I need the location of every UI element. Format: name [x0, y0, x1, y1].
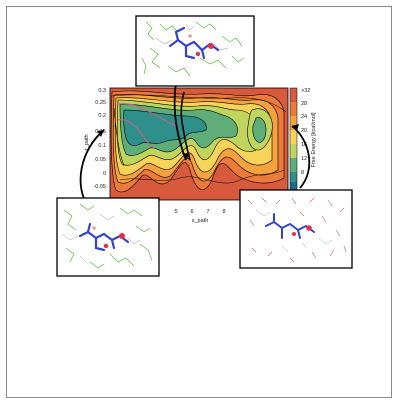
colorbar-tick-label: 16 [301, 142, 307, 148]
colorbar-swatch [290, 116, 297, 130]
colorbar-tick-label: 24 [301, 114, 307, 120]
colorbar-swatch [290, 172, 297, 182]
arrowhead [292, 124, 299, 131]
colorbar-swatch [290, 102, 297, 116]
x-tick-labels: 5 6 7 8 [174, 209, 225, 215]
y-tick-label: 0.05 [95, 157, 106, 163]
colorbar-swatch [290, 144, 297, 158]
colorbar-tick-label: 20 [301, 128, 307, 134]
inset-right-structure [239, 189, 353, 269]
y-axis-label: r_path [84, 134, 90, 150]
y-tick-label: -0.05 [93, 184, 106, 190]
y-tick-label: 0 [103, 171, 106, 177]
x-axis-label: s_path [192, 218, 209, 224]
colorbar-tick-label: >32 [301, 88, 310, 94]
x-tick-label: 8 [222, 209, 225, 215]
x-tick-label: 6 [190, 209, 193, 215]
free-energy-surface [110, 88, 288, 200]
colorbar: >32 28 24 20 16 12 8 Free Energy [kcal/m… [289, 87, 317, 193]
x-tick-label: 7 [206, 209, 209, 215]
colorbar-title: Free Energy [kcal/mol] [311, 112, 317, 167]
colorbar-tick-label: 12 [301, 156, 307, 162]
colorbar-swatch [290, 130, 297, 144]
colorbar-swatch [290, 88, 297, 102]
inset-left-structure [56, 197, 160, 277]
y-tick-label: 0.3 [98, 88, 106, 94]
x-tick-label: 5 [174, 209, 177, 215]
arrowhead [182, 153, 190, 160]
plot-frame [109, 87, 289, 201]
colorbar-tick-label: 8 [301, 170, 304, 176]
y-tick-label: 0.1 [98, 143, 106, 149]
colorbar-swatch [290, 158, 297, 172]
y-tick-label: 0.2 [98, 113, 106, 119]
arrowhead [97, 130, 104, 137]
inset-top-structure [135, 15, 255, 87]
colorbar-tick-label: 28 [301, 101, 307, 107]
y-tick-label: 0.25 [95, 100, 106, 106]
colorbar-swatch [290, 182, 297, 192]
